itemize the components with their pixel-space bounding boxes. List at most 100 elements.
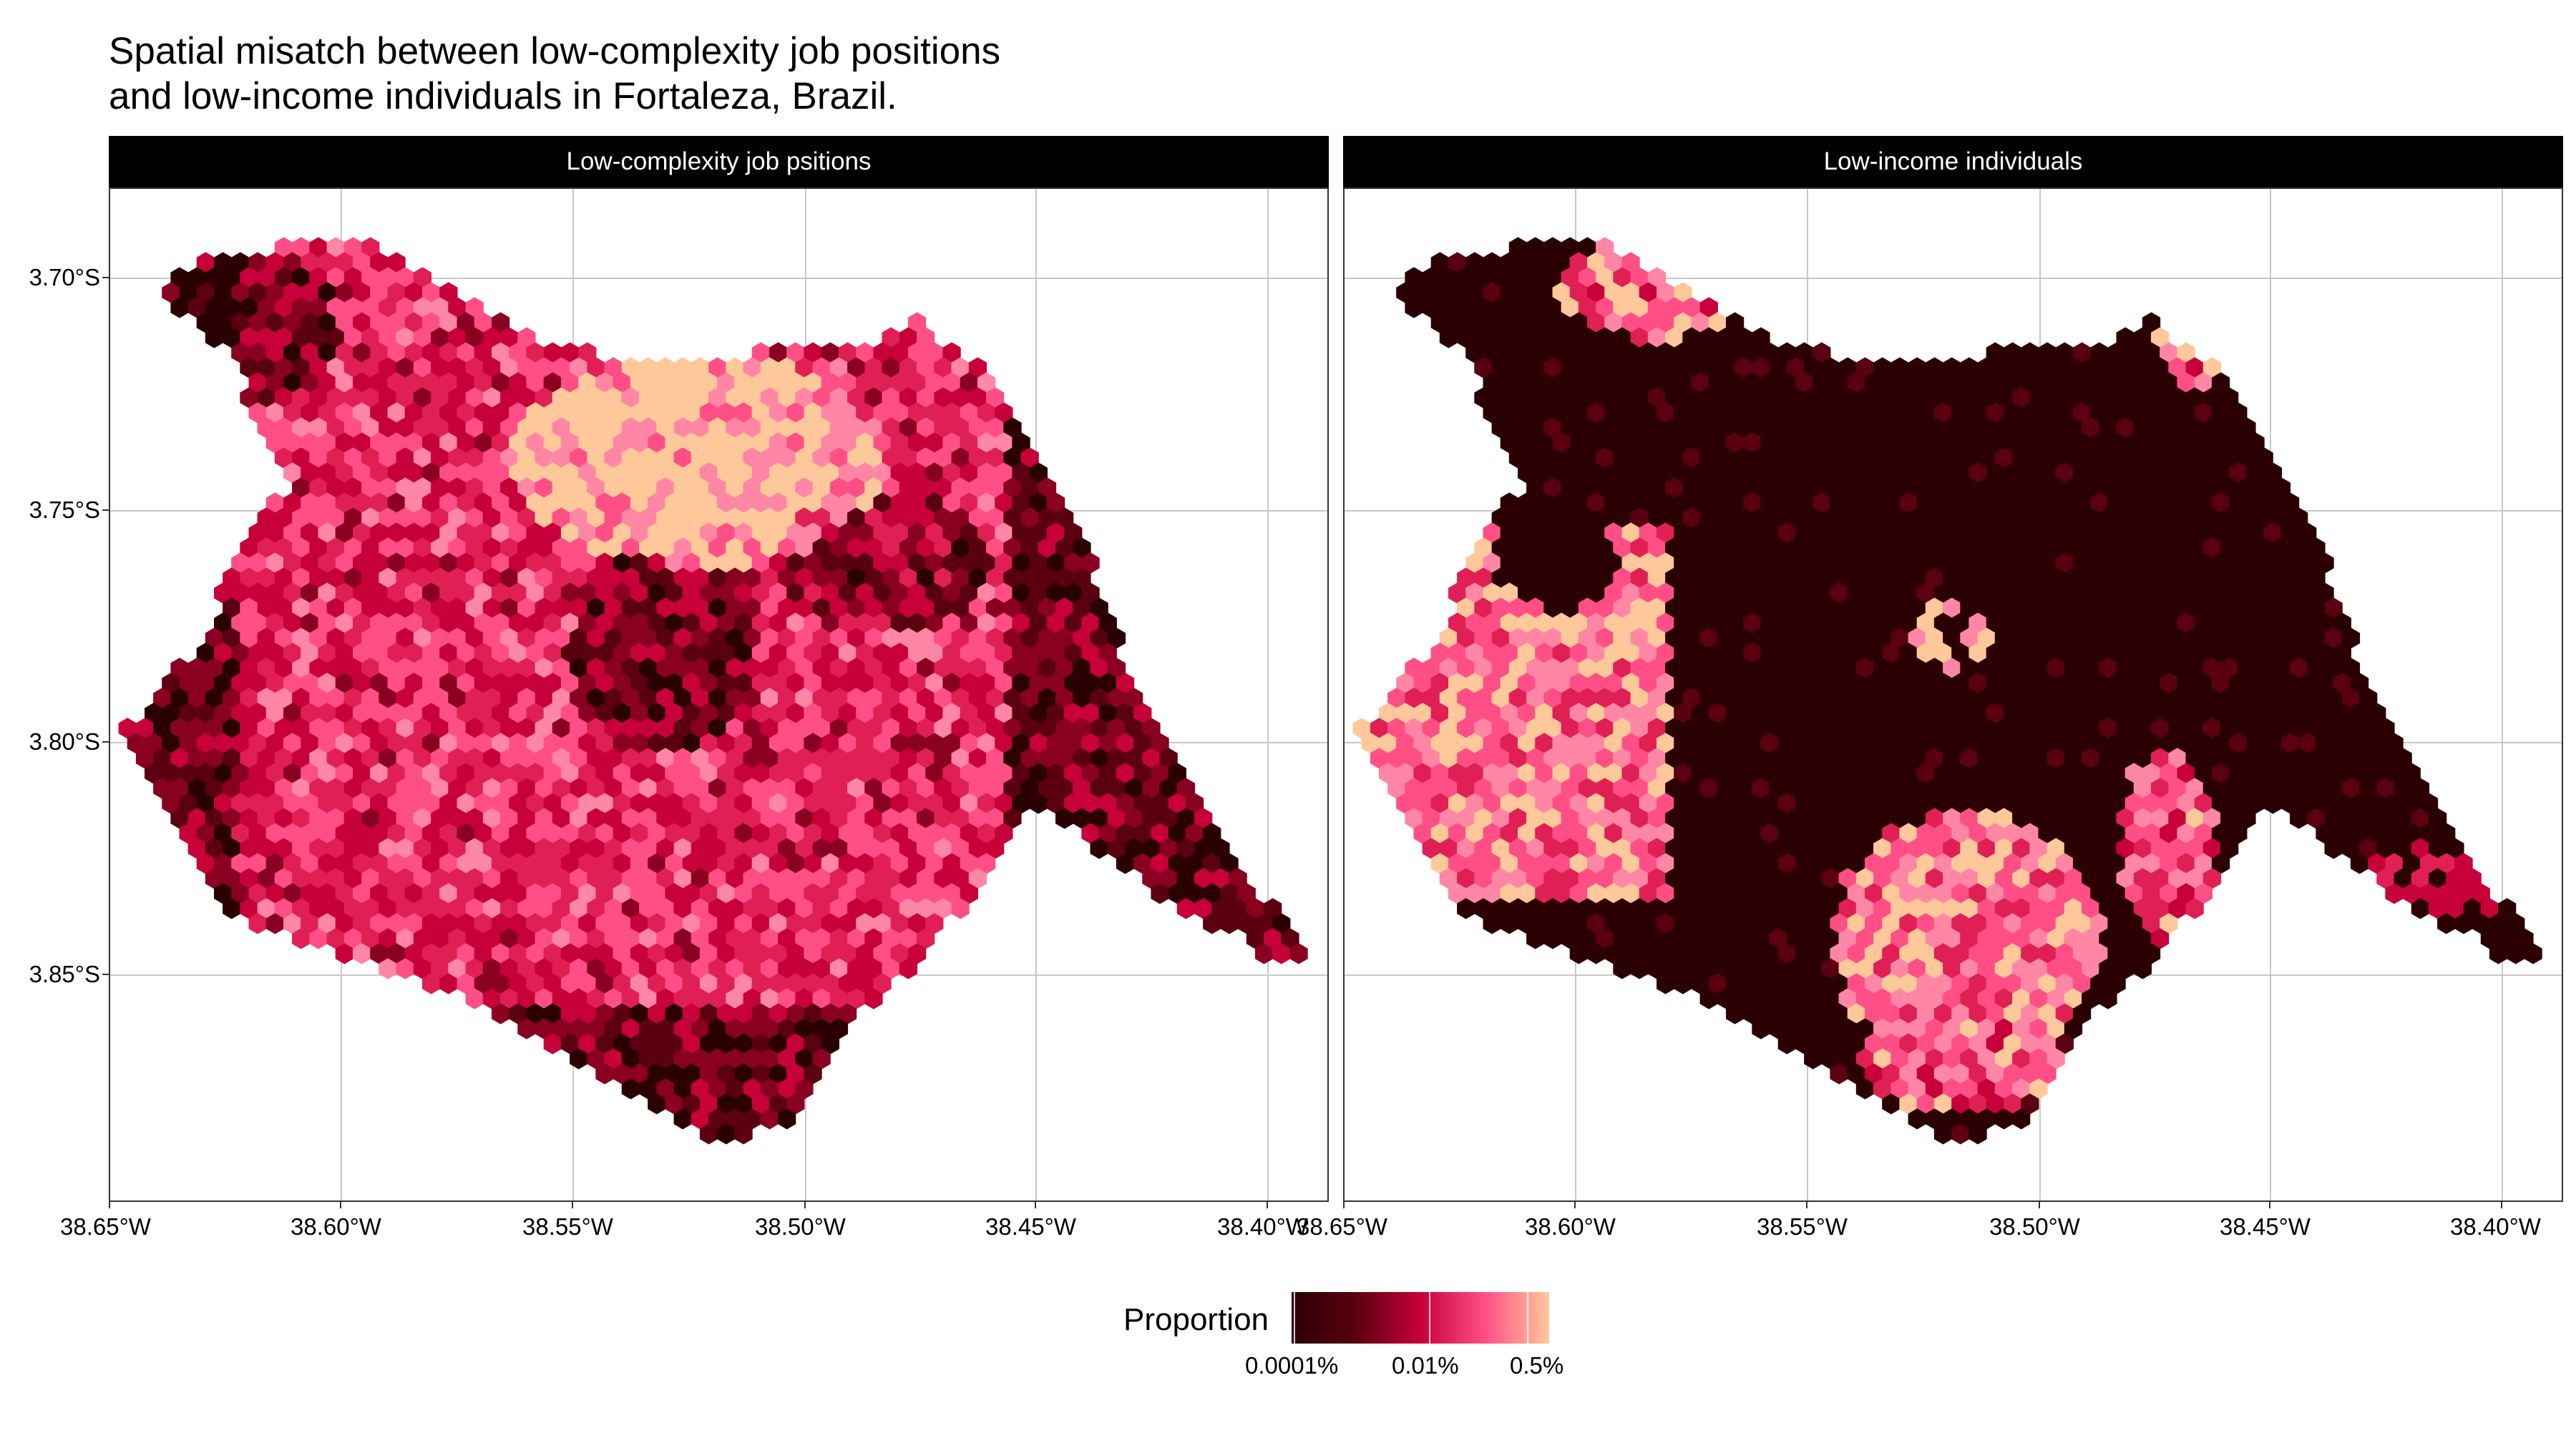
hex-cell bbox=[1621, 372, 1640, 393]
hex-cell bbox=[621, 838, 640, 859]
hex-cell bbox=[353, 582, 371, 604]
hex-cell bbox=[1873, 778, 1892, 799]
hex-cell bbox=[1847, 642, 1865, 664]
hex-cell bbox=[2142, 763, 2161, 784]
hex-cell bbox=[2151, 447, 2170, 469]
hex-cell bbox=[2012, 1078, 2031, 1100]
hex-cell bbox=[734, 973, 753, 994]
hex-cell bbox=[387, 733, 406, 754]
hex-cell bbox=[1855, 988, 1875, 1009]
hex-cell bbox=[734, 733, 753, 754]
hex-cell bbox=[1726, 402, 1745, 424]
hex-cell bbox=[925, 612, 944, 634]
hex-cell bbox=[482, 808, 502, 829]
hex-cell bbox=[665, 672, 683, 694]
hex-cell bbox=[1430, 823, 1449, 844]
hex-cell bbox=[648, 612, 666, 634]
hex-cell bbox=[2116, 507, 2135, 529]
hex-cell bbox=[1813, 1033, 1831, 1055]
hex-cell bbox=[422, 823, 441, 844]
hex-cell bbox=[1508, 688, 1528, 709]
hex-cell bbox=[1073, 688, 1091, 709]
hex-cell bbox=[934, 537, 952, 559]
hex-cell bbox=[1977, 477, 1996, 499]
hex-cell bbox=[786, 733, 805, 754]
hex-cell bbox=[1491, 297, 1510, 318]
hex-cell bbox=[1561, 237, 1579, 258]
hex-cell bbox=[673, 1108, 692, 1130]
hex-cell bbox=[413, 507, 432, 529]
hex-cell bbox=[448, 688, 467, 709]
hex-cell bbox=[1604, 372, 1623, 393]
hex-cell bbox=[2029, 447, 2048, 469]
hex-cell bbox=[1873, 507, 1892, 529]
hex-cell bbox=[960, 612, 978, 634]
hex-cell bbox=[2029, 567, 2048, 589]
hex-cell bbox=[804, 1003, 822, 1024]
hex-cell bbox=[795, 357, 814, 378]
hex-cell bbox=[265, 492, 284, 514]
hex-cell bbox=[778, 688, 796, 709]
hex-cell bbox=[1890, 357, 1909, 378]
hex-cell bbox=[1813, 402, 1831, 424]
x-tick bbox=[1343, 1202, 1345, 1208]
hex-cell bbox=[890, 552, 909, 574]
hex-cell bbox=[1508, 657, 1528, 679]
hex-cell bbox=[2107, 853, 2126, 874]
hex-cell bbox=[2142, 672, 2161, 694]
hex-cell bbox=[1699, 357, 1718, 378]
hex-cell bbox=[795, 718, 814, 739]
hex-cell bbox=[942, 883, 961, 904]
hex-cell bbox=[1604, 733, 1623, 754]
hex-cell bbox=[1491, 417, 1510, 439]
hex-cell bbox=[1769, 688, 1787, 709]
hex-cell bbox=[2211, 372, 2230, 393]
hex-cell bbox=[248, 522, 267, 544]
hex-cell bbox=[543, 342, 562, 363]
hex-cell bbox=[1639, 943, 1657, 964]
hex-cell bbox=[838, 883, 857, 904]
hex-cell bbox=[821, 823, 839, 844]
hex-cell bbox=[1682, 507, 1701, 529]
hex-cell bbox=[2082, 808, 2100, 829]
hex-cell bbox=[665, 372, 683, 393]
hex-cell bbox=[1916, 1003, 1935, 1024]
hex-cell bbox=[535, 898, 553, 919]
hex-cell bbox=[682, 1093, 701, 1115]
hex-cell bbox=[708, 718, 727, 739]
hex-cell bbox=[960, 823, 978, 844]
hex-cell bbox=[1986, 1033, 2004, 1055]
hex-cell bbox=[517, 988, 536, 1009]
hex-cell bbox=[1691, 823, 1709, 844]
hex-cell bbox=[1552, 582, 1571, 604]
hex-cell bbox=[613, 853, 631, 874]
hex-cell bbox=[543, 943, 562, 964]
hex-cell bbox=[1708, 342, 1727, 363]
hex-cell bbox=[2012, 838, 2031, 859]
hex-cell bbox=[656, 507, 675, 529]
hex-cell bbox=[570, 688, 588, 709]
hex-cell bbox=[1116, 793, 1135, 814]
hex-cell bbox=[1430, 312, 1449, 333]
hex-cell bbox=[492, 492, 510, 514]
hex-cell bbox=[292, 808, 311, 829]
hex-cell bbox=[2272, 567, 2291, 589]
hex-cell bbox=[1474, 778, 1493, 799]
hex-cell bbox=[1448, 853, 1467, 874]
hex-cell bbox=[1596, 447, 1614, 469]
hex-cell bbox=[1735, 868, 1753, 889]
hex-cell bbox=[1029, 462, 1048, 484]
hex-cell bbox=[639, 838, 658, 859]
hex-cell bbox=[1020, 597, 1039, 619]
hex-cell bbox=[2003, 402, 2022, 424]
hex-cell bbox=[2160, 823, 2178, 844]
hex-cell bbox=[1500, 642, 1518, 664]
title-line-1: Spatial misatch between low-complexity j… bbox=[109, 30, 1001, 72]
hex-cell bbox=[526, 973, 545, 994]
hex-cell bbox=[587, 868, 605, 889]
hex-cell bbox=[760, 898, 779, 919]
hex-cell bbox=[431, 688, 449, 709]
hex-cell bbox=[1474, 898, 1493, 919]
hex-cell bbox=[552, 537, 571, 559]
hex-cell bbox=[1699, 748, 1718, 769]
